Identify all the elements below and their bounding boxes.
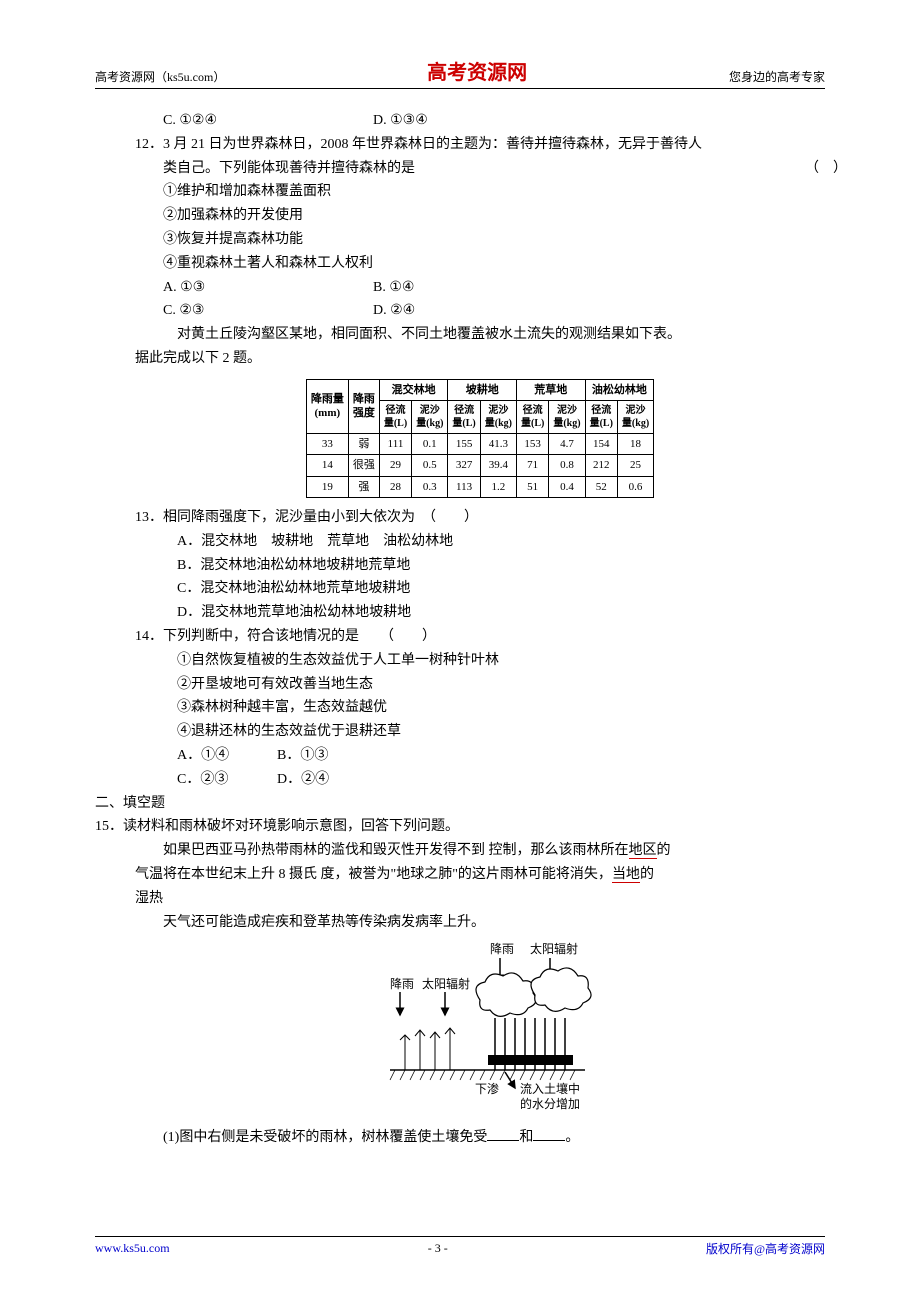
- q14-stem: 14．下列判断中，符合该地情况的是 （ ）: [135, 625, 825, 649]
- table-intro-1: 对黄土丘陵沟壑区某地，相同面积、不同土地覆盖被水土流失的观测结果如下表。: [135, 323, 825, 347]
- q12-opt-c: C. ②③: [163, 299, 373, 323]
- grp-2: 荒草地: [517, 379, 586, 400]
- table-row: 降雨量(mm) 降雨强度 混交林地 坡耕地 荒草地 油松幼林地: [306, 379, 653, 400]
- q14-opt-c: C．②③: [177, 768, 277, 792]
- q14-opt-a: A．①④: [177, 744, 277, 768]
- page-footer: www.ks5u.com - 3 - 版权所有@高考资源网: [95, 1236, 825, 1257]
- grp-1: 坡耕地: [448, 379, 517, 400]
- sub-runoff: 径流量(L): [379, 401, 411, 434]
- q12-stem-2: 类自己。下列能体现善待并擅待森林的是: [163, 161, 415, 176]
- header-right: 您身边的高考专家: [729, 68, 825, 85]
- page-header: 高考资源网（ks5u.com） 高考资源网 您身边的高考专家: [95, 56, 825, 89]
- grp-3: 油松幼林地: [585, 379, 654, 400]
- q11-options-cd: C. ①②④ D. ①③④: [135, 109, 825, 133]
- col-rain: 降雨量(mm): [306, 379, 348, 433]
- diagram-svg: [350, 940, 610, 1120]
- header-center: 高考资源网: [427, 56, 527, 85]
- q15-p1: 如果巴西亚马孙热带雨林的滥伐和毁灭性开发得不到 控制，那么该雨林所在地区的: [135, 839, 825, 863]
- q13-stem: 13．相同降雨强度下，泥沙量由小到大依次为 （ ）: [135, 506, 825, 530]
- q15-stem: 15．读材料和雨林破坏对环境影响示意图，回答下列问题。: [95, 815, 825, 839]
- table-row: 14 很强 29 0.5 327 39.4 71 0.8 212 25: [306, 455, 653, 476]
- table-row: 19 强 28 0.3 113 1.2 51 0.4 52 0.6: [306, 476, 653, 497]
- sub-runoff: 径流量(L): [517, 401, 549, 434]
- q15-sub1-c: 。: [565, 1130, 579, 1145]
- q15-sub1-b: 和: [519, 1130, 533, 1145]
- q15-p4: 天气还可能造成疟疾和登革热等传染病发病率上升。: [135, 911, 825, 935]
- q13-opt-c: C．混交林地油松幼林地荒草地坡耕地: [135, 577, 825, 601]
- q13-opt-a: A．混交林地 坡耕地 荒草地 油松幼林地: [135, 530, 825, 554]
- table-intro-2: 据此完成以下 2 题。: [135, 347, 825, 371]
- q12-s4: ④重视森林土著人和森林工人权利: [135, 252, 825, 276]
- col-intensity: 降雨强度: [348, 379, 379, 433]
- q12-stem-1: 12．3 月 21 日为世界森林日，2008 年世界森林日的主题为：善待并擅待森…: [135, 133, 825, 157]
- q12-opt-d: D. ②④: [373, 299, 415, 323]
- footer-center: - 3 -: [428, 1241, 448, 1256]
- sub-mud: 泥沙量(kg): [412, 401, 448, 434]
- grp-0: 混交林地: [379, 379, 448, 400]
- q12-opts-ab: A. ①③ B. ①④: [135, 276, 825, 300]
- q12-opt-a: A. ①③: [163, 276, 373, 300]
- rainforest-diagram-wrap: 降雨 太阳辐射 降雨 太阳辐射 下渗 流入土壤中 的水分增加: [135, 940, 825, 1120]
- q14-opts-ab: A．①④ B．①③: [135, 744, 825, 768]
- rainforest-diagram: 降雨 太阳辐射 降雨 太阳辐射 下渗 流入土壤中 的水分增加: [350, 940, 610, 1120]
- data-table: 降雨量(mm) 降雨强度 混交林地 坡耕地 荒草地 油松幼林地 径流量(L) 泥…: [306, 379, 654, 498]
- sub-mud: 泥沙量(kg): [480, 401, 516, 434]
- q14-s2: ②开垦坡地可有效改善当地生态: [135, 673, 825, 697]
- q12-paren: （ ）: [805, 161, 847, 176]
- table-row: 33 弱 111 0.1 155 41.3 153 4.7 154 18: [306, 434, 653, 455]
- q15-p3: 湿热: [135, 887, 825, 911]
- footer-right: 版权所有@高考资源网: [706, 1240, 825, 1257]
- sub-runoff: 径流量(L): [585, 401, 617, 434]
- q15-sub1-a: (1)图中右侧是未受破坏的雨林，树林覆盖使土壤免受: [163, 1130, 487, 1145]
- q11-opt-d: D. ①③④: [373, 109, 428, 133]
- q14-opt-b: B．①③: [277, 744, 328, 768]
- blank-1: [487, 1127, 519, 1141]
- q13-opt-b: B．混交林地油松幼林地坡耕地荒草地: [135, 554, 825, 578]
- q14-opt-d: D．②④: [277, 768, 329, 792]
- q14-s3: ③森林树种越丰富，生态效益越优: [135, 696, 825, 720]
- content: C. ①②④ D. ①③④ 12．3 月 21 日为世界森林日，2008 年世界…: [95, 109, 825, 1150]
- q12-s3: ③恢复并提高森林功能: [135, 228, 825, 252]
- blank-2: [533, 1127, 565, 1141]
- q15-p2: 气温将在本世纪末上升 8 摄氏 度，被誉为"地球之肺"的这片雨林可能将消失，当地…: [135, 863, 825, 887]
- q15-sub1: (1)图中右侧是未受破坏的雨林，树林覆盖使土壤免受 和 。: [135, 1126, 825, 1150]
- sub-runoff: 径流量(L): [448, 401, 480, 434]
- footer-left: www.ks5u.com: [95, 1241, 170, 1256]
- q14-s1: ①自然恢复植被的生态效益优于人工单一树种针叶林: [135, 649, 825, 673]
- q13-opt-d: D．混交林地荒草地油松幼林地坡耕地: [135, 601, 825, 625]
- q14-s4: ④退耕还林的生态效益优于退耕还草: [135, 720, 825, 744]
- data-table-wrap: 降雨量(mm) 降雨强度 混交林地 坡耕地 荒草地 油松幼林地 径流量(L) 泥…: [135, 379, 825, 498]
- q11-opt-c: C. ①②④: [163, 109, 373, 133]
- q12-s2: ②加强森林的开发使用: [135, 204, 825, 228]
- section-2: 二、填空题: [95, 792, 825, 816]
- q12-opts-cd: C. ②③ D. ②④: [135, 299, 825, 323]
- q12-stem-2-row: 类自己。下列能体现善待并擅待森林的是（ ）: [135, 157, 825, 181]
- sub-mud: 泥沙量(kg): [549, 401, 585, 434]
- header-left: 高考资源网（ks5u.com）: [95, 68, 225, 85]
- q14-opts-cd: C．②③ D．②④: [135, 768, 825, 792]
- q12-opt-b: B. ①④: [373, 276, 414, 300]
- q12-s1: ①维护和增加森林覆盖面积: [135, 180, 825, 204]
- sub-mud: 泥沙量(kg): [617, 401, 653, 434]
